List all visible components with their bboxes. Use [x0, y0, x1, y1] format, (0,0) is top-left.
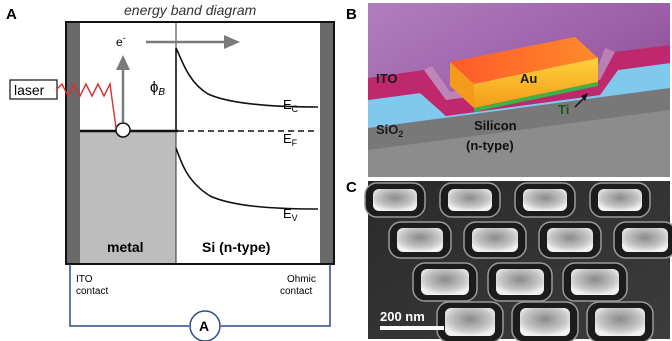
ti-label: Ti	[558, 102, 569, 117]
ammeter-label: A	[199, 318, 209, 334]
panel-c-label: C	[346, 179, 357, 196]
sio2-label: SiO2	[376, 122, 403, 139]
ec-label: EC	[283, 97, 299, 114]
diagram-title: energy band diagram	[124, 2, 257, 18]
nanostructure-pill	[523, 189, 567, 211]
laser-beam	[55, 81, 117, 129]
gold-bar-side	[474, 58, 598, 108]
ammeter-circle	[189, 310, 221, 341]
silicon-label: Silicon	[474, 118, 517, 133]
panel-a-label: A	[6, 6, 17, 23]
scale-bar-label: 200 nm	[380, 309, 425, 324]
nanostructure-pill	[595, 308, 645, 336]
device-schematic: ITO Au Ti SiO2 Silicon (n-type)	[368, 3, 670, 177]
ntype-label: (n-type)	[466, 138, 514, 153]
metal-region	[80, 131, 176, 263]
nanostructure-pill	[373, 189, 417, 211]
nanostructure-array	[364, 182, 672, 341]
ito-contact-bar	[67, 23, 80, 263]
scale-bar	[380, 326, 444, 330]
sem-image: 200 nm	[364, 181, 672, 341]
ev-label: EV	[283, 206, 298, 223]
barrier-height-label: ϕB	[150, 79, 165, 98]
ef-label: EF	[283, 131, 298, 148]
ohmic-contact-label-line2: contact	[280, 286, 312, 297]
ohmic-contact-bar	[320, 23, 333, 263]
nanostructure-pill	[547, 228, 593, 252]
au-label: Au	[520, 71, 537, 86]
gold-bar-top	[450, 37, 598, 84]
ito-contact-label-line1: ITO	[76, 274, 93, 285]
conduction-band-curve	[175, 47, 319, 131]
nanostructure-pill	[598, 189, 642, 211]
valence-band-curve	[175, 147, 319, 210]
nanostructure-pill	[397, 228, 443, 252]
ohmic-contact-label-line1: Ohmic	[287, 274, 316, 285]
nanostructure-pill	[571, 269, 619, 295]
circuit-wire-left	[69, 264, 189, 327]
ito-contact-label-line2: contact	[76, 286, 108, 297]
excitation-arrow-head	[116, 55, 130, 70]
metal-label: metal	[107, 239, 144, 255]
semiconductor-label: Si (n-type)	[202, 239, 270, 255]
nanostructure-pill	[496, 269, 544, 295]
nanostructure-pill	[472, 228, 518, 252]
emission-arrow-head	[224, 35, 240, 49]
nanostructure-pill	[445, 308, 495, 336]
electron-label: e-	[116, 33, 126, 49]
circuit-wire-right	[221, 264, 331, 327]
panel-b-label: B	[346, 6, 357, 23]
nanostructure-pill	[520, 308, 570, 336]
ito-layer	[368, 45, 670, 116]
ti-layer	[474, 82, 598, 112]
sio2-layer	[368, 63, 670, 128]
ito-label: ITO	[376, 71, 397, 86]
hot-electron-circle	[115, 122, 131, 138]
nanostructure-pill	[622, 228, 668, 252]
nanostructure-pill	[421, 269, 469, 295]
nanostructure-pill	[448, 189, 492, 211]
laser-label: laser	[14, 82, 45, 98]
